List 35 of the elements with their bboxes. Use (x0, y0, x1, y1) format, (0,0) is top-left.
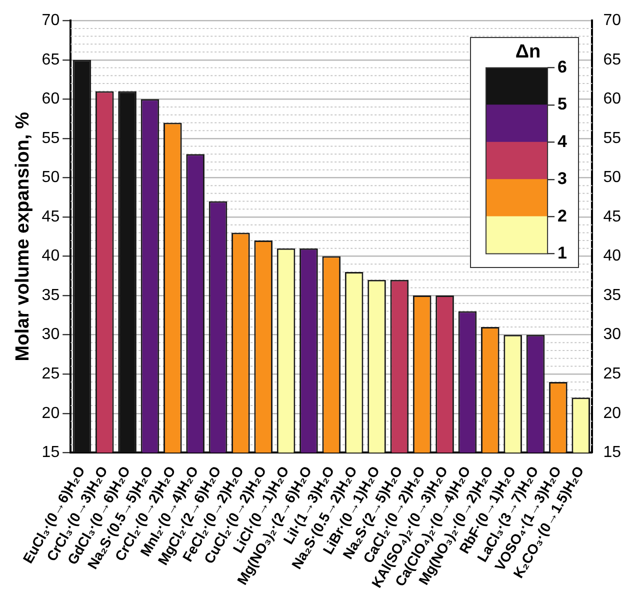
y-tick-label: 35 (42, 286, 60, 304)
y-tick-label: 1 (558, 243, 568, 262)
y2-tick-label: 20 (603, 404, 622, 422)
y-tick-label: 45 (42, 208, 60, 226)
y-tick-label: 65 (42, 51, 60, 68)
chart-title: Δn (516, 41, 541, 62)
bar (486, 104, 548, 142)
y-tick-label: 15 (42, 444, 60, 462)
y-tick-label: 20 (42, 404, 60, 422)
y2-tick-label: 25 (603, 366, 622, 383)
y-tick-label: 25 (42, 366, 60, 383)
y2-tick-label: 55 (603, 130, 622, 147)
y2-tick-label: 45 (603, 208, 622, 226)
y-tick-label: 40 (42, 248, 60, 265)
y-tick-label: 6 (558, 57, 568, 76)
y2-tick-label: 15 (603, 444, 622, 462)
y-tick-label: 50 (42, 169, 60, 186)
y-tick-label: 5 (558, 94, 568, 114)
y-tick-label: 60 (42, 90, 60, 108)
y2-tick-label: 40 (603, 248, 622, 265)
y-tick-label: 70 (42, 12, 60, 30)
y-tick-label: 3 (558, 168, 568, 188)
y-tick-label: 55 (42, 130, 60, 147)
y-axis-title: Molar volume expansion, % (12, 112, 34, 362)
y2-tick-label: 35 (603, 286, 622, 304)
y2-tick-label: 70 (603, 12, 622, 30)
y-tick-label: 2 (558, 206, 568, 225)
y-tick-label: 30 (42, 326, 60, 344)
y2-tick-label: 65 (603, 51, 622, 68)
y2-tick-label: 50 (603, 169, 622, 186)
bar (486, 141, 548, 180)
bar (486, 67, 548, 105)
y2-tick-label: 60 (603, 90, 622, 108)
y2-tick-label: 30 (603, 326, 622, 344)
y-tick-label: 4 (558, 131, 568, 150)
